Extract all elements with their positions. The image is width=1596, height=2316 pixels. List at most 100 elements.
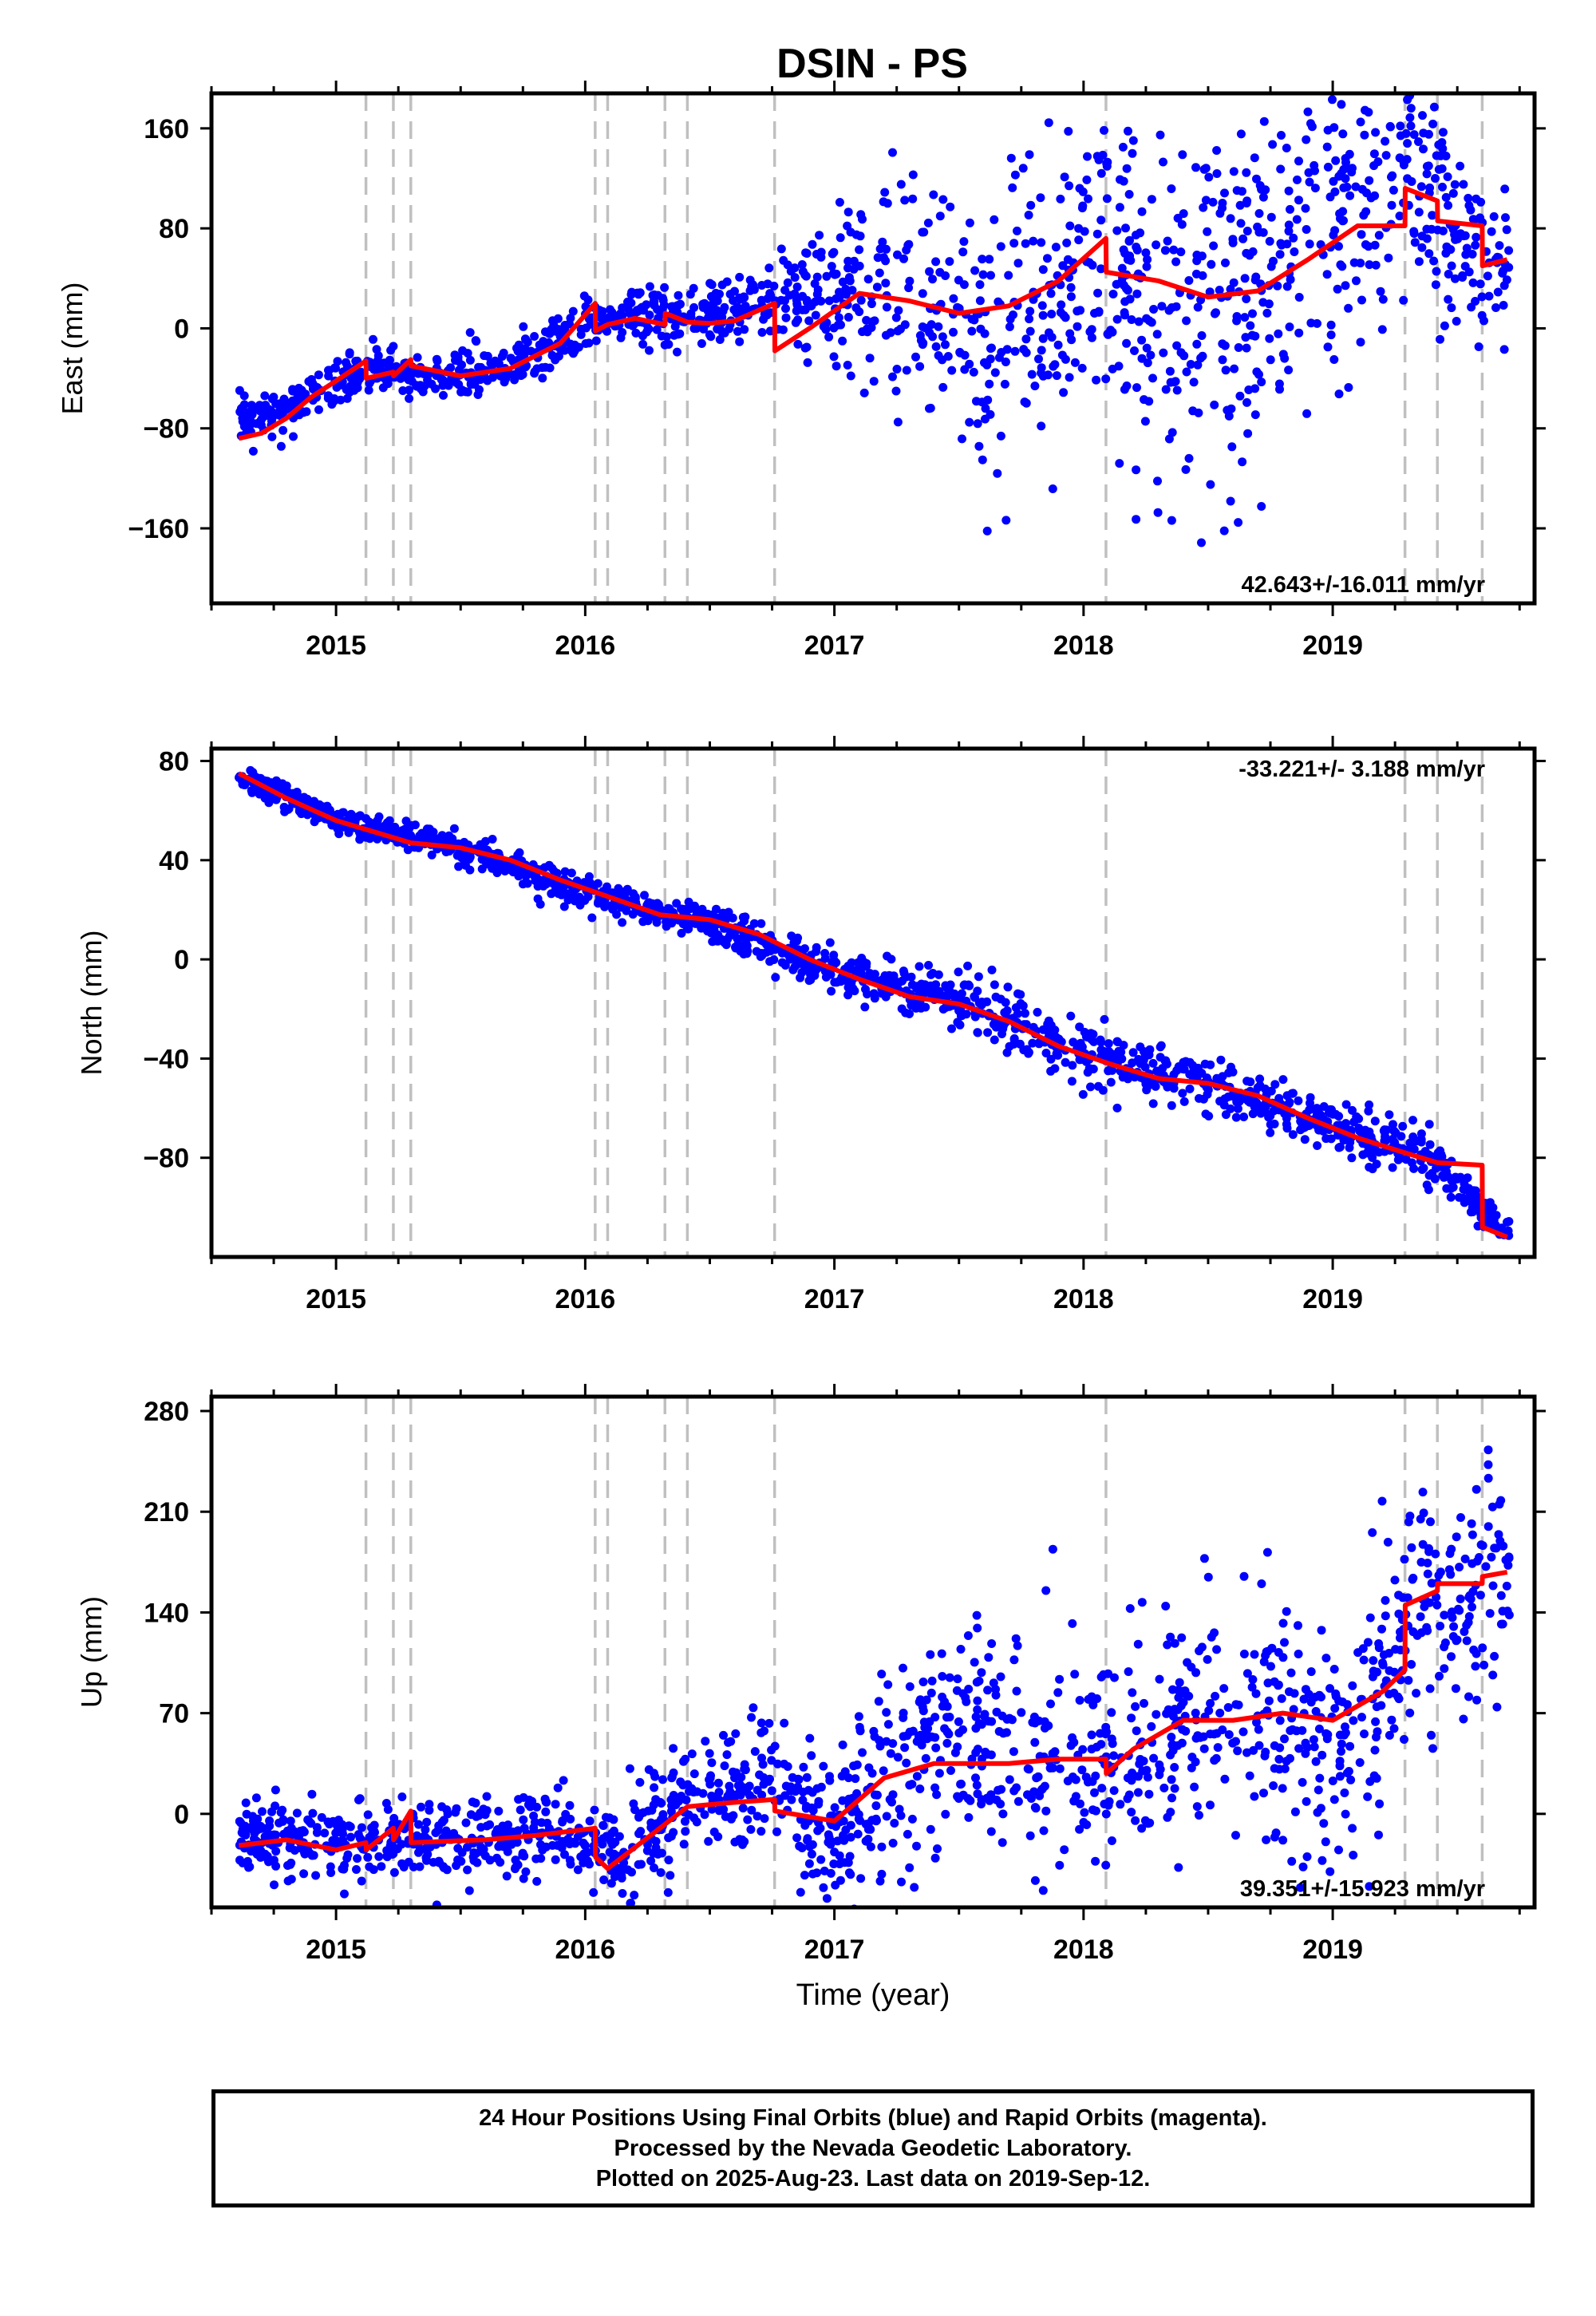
- east-point: [1106, 69, 1115, 77]
- up-point: [353, 1854, 362, 1863]
- up-rate-label: 39.351+/-15.923 mm/yr: [1240, 1876, 1485, 1902]
- up-point: [1066, 1741, 1076, 1750]
- north-point: [1086, 1082, 1095, 1092]
- east-point: [565, 319, 574, 329]
- east-point: [1156, 130, 1165, 140]
- east-point: [1403, 95, 1412, 105]
- east-point: [1092, 375, 1101, 385]
- east-point: [905, 276, 915, 286]
- north-model-line: [237, 771, 1508, 1239]
- east-point: [1130, 346, 1139, 355]
- up-point: [1266, 1662, 1275, 1671]
- up-point: [1440, 1638, 1450, 1647]
- up-point: [992, 1707, 1001, 1717]
- east-point: [828, 269, 838, 279]
- north-ytick-label: 40: [159, 846, 189, 876]
- east-point: [1164, 434, 1174, 444]
- east-point: [1351, 182, 1361, 192]
- up-point: [886, 1749, 895, 1758]
- north-point: [344, 828, 354, 837]
- north-point: [1284, 1099, 1294, 1109]
- east-point: [1115, 459, 1124, 468]
- east-point: [1422, 169, 1432, 179]
- north-point: [1003, 982, 1013, 992]
- east-point: [1000, 379, 1009, 389]
- east-point: [811, 310, 820, 320]
- up-point: [1314, 1785, 1323, 1795]
- up-point: [1144, 1789, 1154, 1799]
- east-point: [1396, 121, 1405, 131]
- east-point: [1360, 130, 1369, 140]
- up-point: [1309, 1735, 1318, 1745]
- up-point: [1091, 1856, 1100, 1866]
- up-point: [1087, 1730, 1096, 1740]
- up-point: [973, 1705, 982, 1714]
- up-point: [566, 1860, 575, 1869]
- east-point: [1302, 225, 1311, 234]
- north-point: [587, 913, 597, 923]
- east-point: [1120, 308, 1129, 318]
- up-point: [707, 1804, 717, 1814]
- east-point: [697, 339, 706, 348]
- north-point: [1348, 1105, 1357, 1115]
- up-point: [813, 1826, 823, 1836]
- up-point: [1090, 1788, 1099, 1797]
- north-point: [1278, 1075, 1288, 1085]
- footer-note: 24 Hour Positions Using Final Orbits (bl…: [211, 2089, 1535, 2207]
- north-point: [1261, 1102, 1270, 1112]
- east-point: [301, 389, 310, 399]
- east-point: [1044, 118, 1053, 128]
- north-point: [1270, 1080, 1280, 1089]
- east-point: [1345, 191, 1355, 200]
- east-point: [1080, 227, 1089, 236]
- east-point: [938, 382, 948, 392]
- north-point: [860, 1002, 870, 1012]
- up-point: [942, 1713, 951, 1722]
- east-point: [891, 386, 901, 396]
- north-point: [825, 938, 835, 947]
- east-point: [873, 253, 883, 263]
- east-point: [1006, 153, 1016, 163]
- up-point: [589, 1887, 598, 1897]
- up-point: [905, 1863, 915, 1872]
- east-point: [247, 401, 256, 410]
- up-point: [1365, 1777, 1375, 1786]
- east-point: [843, 207, 853, 217]
- east-point: [923, 218, 933, 227]
- north-point: [1312, 1110, 1321, 1120]
- up-point: [1270, 1741, 1279, 1750]
- up-point: [235, 1816, 244, 1826]
- east-point: [1159, 348, 1168, 358]
- up-point: [1101, 1809, 1111, 1819]
- east-point: [926, 403, 935, 413]
- up-point: [422, 1817, 432, 1827]
- north-point: [1274, 1093, 1284, 1103]
- up-point: [922, 1734, 932, 1744]
- up-point: [1075, 1824, 1084, 1834]
- up-point: [476, 1843, 486, 1852]
- up-point: [1231, 1737, 1240, 1746]
- up-point: [1321, 1654, 1331, 1663]
- up-point: [1107, 1836, 1116, 1845]
- north-point: [1136, 1059, 1145, 1069]
- east-point: [935, 211, 945, 221]
- east-point: [792, 295, 801, 305]
- north-point: [1088, 1065, 1098, 1073]
- up-point: [441, 1826, 451, 1836]
- up-point: [1167, 1775, 1176, 1784]
- up-point: [804, 1859, 814, 1868]
- east-point: [248, 446, 258, 456]
- up-point: [1142, 1765, 1152, 1775]
- east-point: [1078, 187, 1088, 196]
- east-point: [859, 388, 869, 397]
- north-point: [449, 824, 459, 833]
- east-point: [1357, 295, 1366, 305]
- east-point: [749, 280, 758, 290]
- east-point: [779, 255, 788, 265]
- east-point: [1194, 408, 1203, 417]
- up-point: [1492, 1702, 1502, 1712]
- east-point: [835, 198, 844, 207]
- up-point: [667, 1801, 677, 1811]
- up-point: [1446, 1570, 1456, 1579]
- up-point: [882, 1812, 891, 1821]
